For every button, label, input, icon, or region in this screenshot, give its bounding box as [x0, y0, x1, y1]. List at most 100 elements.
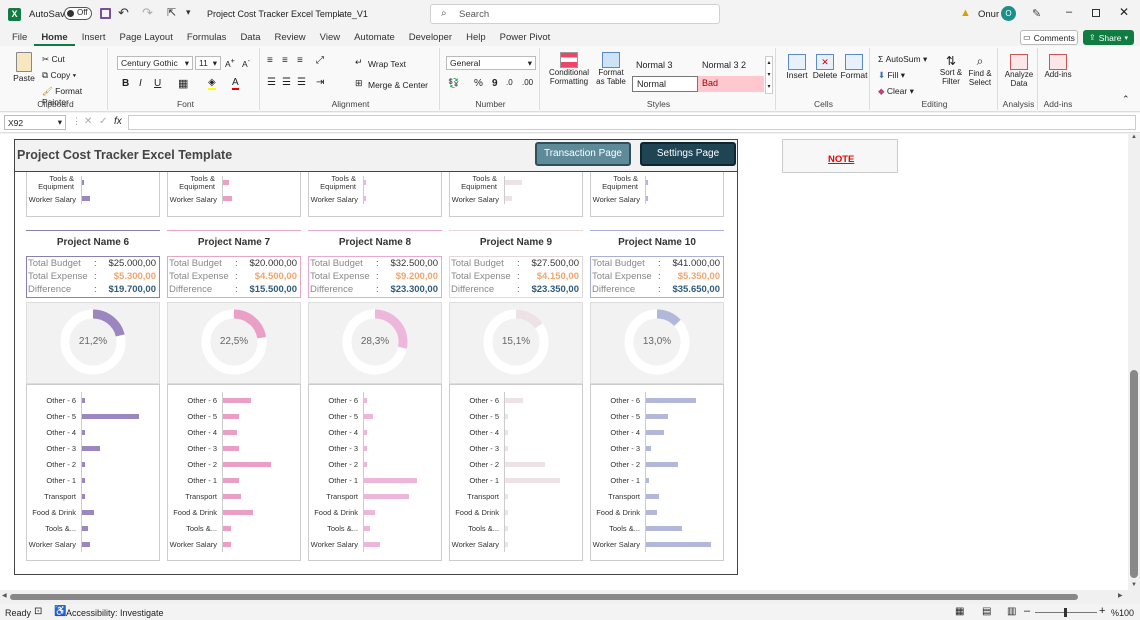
worksheet[interactable]: Project Cost Tracker Excel Template Tran… — [0, 134, 1128, 590]
bold-button[interactable]: B — [122, 78, 130, 89]
scroll-down-icon[interactable]: ▼ — [1131, 582, 1137, 588]
collapse-ribbon-icon[interactable]: ⌃ — [1122, 94, 1130, 104]
align-top-icon[interactable]: ≡ — [267, 55, 273, 66]
vertical-scroll-thumb[interactable] — [1130, 370, 1138, 578]
settings-page-button[interactable]: Settings Page — [640, 142, 736, 166]
page-layout-view-icon[interactable]: ▤ — [982, 606, 992, 617]
merge-center-button[interactable]: Merge & Center — [368, 80, 428, 90]
analyze-data-button[interactable]: Analyze Data — [1002, 54, 1036, 88]
style-normal-3-2[interactable]: Normal 3 2 — [702, 60, 747, 70]
macro-icon[interactable]: ⊡ — [34, 606, 43, 617]
pen-icon[interactable]: ✎ — [1032, 8, 1042, 20]
save-icon[interactable] — [100, 8, 111, 19]
shrink-font-icon[interactable]: A- — [242, 57, 251, 69]
delete-cells-button[interactable]: ✕ Delete — [812, 54, 838, 80]
formula-input[interactable] — [128, 115, 1136, 130]
close-icon[interactable]: ✕ — [1119, 5, 1130, 19]
tab-automate[interactable]: Automate — [354, 32, 395, 43]
page-break-view-icon[interactable]: ▥ — [1007, 606, 1017, 617]
customize-qat-icon[interactable]: ▾ — [186, 7, 191, 17]
cancel-icon[interactable]: ✕ — [84, 116, 93, 127]
maximize-icon[interactable] — [1092, 9, 1100, 17]
redo-icon[interactable]: ↷ — [142, 5, 153, 20]
find-select-button[interactable]: ⌕ Find & Select — [966, 54, 994, 87]
align-bottom-icon[interactable]: ≡ — [297, 55, 303, 66]
cut-button[interactable]: ✂ Cut — [42, 54, 65, 64]
avatar[interactable]: O — [1001, 6, 1016, 21]
zoom-slider[interactable] — [1035, 608, 1097, 617]
fill-color-icon[interactable]: ◈ — [208, 77, 216, 90]
zoom-level[interactable]: %100 — [1111, 608, 1135, 618]
font-name-select[interactable]: Century Gothic ▾ — [117, 56, 193, 70]
underline-button[interactable]: U — [154, 78, 162, 89]
scroll-left-icon[interactable]: ◀ — [2, 593, 7, 599]
insert-function-icon[interactable]: fx — [114, 116, 122, 127]
increase-decimal-icon[interactable]: .0 — [506, 78, 513, 87]
tab-review[interactable]: Review — [274, 32, 306, 43]
tab-help[interactable]: Help — [466, 32, 486, 43]
horizontal-scroll-thumb[interactable] — [10, 594, 1078, 600]
scroll-right-icon[interactable]: ▶ — [1118, 593, 1123, 599]
clear-button[interactable]: ◆ Clear ▾ — [878, 86, 914, 96]
insert-cells-button[interactable]: Insert — [784, 54, 810, 80]
vertical-scrollbar[interactable]: ▲ ▼ — [1128, 134, 1140, 590]
align-right-icon[interactable]: ☰ — [297, 77, 306, 88]
tab-page-layout[interactable]: Page Layout — [119, 32, 173, 43]
tab-power-pivot[interactable]: Power Pivot — [499, 32, 551, 43]
tab-insert[interactable]: Insert — [81, 32, 106, 43]
enter-icon[interactable]: ✓ — [99, 116, 108, 127]
note-label[interactable]: NOTE — [828, 154, 855, 165]
pointer-icon[interactable]: ⇱ — [167, 7, 177, 19]
zoom-out-icon[interactable]: – — [1024, 605, 1031, 617]
decrease-decimal-icon[interactable]: .00 — [522, 78, 534, 87]
horizontal-scrollbar[interactable]: ◀ ▶ — [0, 590, 1140, 604]
paste-button[interactable]: Paste — [12, 52, 36, 94]
normal-view-icon[interactable]: ▦ — [955, 606, 965, 617]
format-cells-button[interactable]: Format — [840, 54, 868, 80]
undo-icon[interactable]: ↶ — [118, 5, 129, 20]
search-box[interactable]: ⌕ Search — [430, 4, 720, 24]
align-left-icon[interactable]: ☰ — [267, 77, 276, 88]
tab-view[interactable]: View — [319, 32, 341, 43]
format-painter-button[interactable]: 🖌 Format Painter — [42, 86, 83, 107]
transaction-page-button[interactable]: Transaction Page — [535, 142, 631, 166]
style-normal-3[interactable]: Normal 3 — [636, 60, 673, 70]
grow-font-icon[interactable]: A+ — [225, 57, 235, 69]
zoom-slider-thumb[interactable] — [1064, 608, 1067, 617]
tab-data[interactable]: Data — [240, 32, 261, 43]
conditional-formatting-button[interactable]: Conditional Formatting — [546, 52, 592, 86]
share-button[interactable]: ⇪ Share ▾ — [1083, 30, 1134, 45]
indent-icon[interactable]: ⇥ — [316, 77, 325, 88]
font-size-select[interactable]: 11 ▾ — [195, 56, 221, 70]
styles-scroll[interactable]: ▴ ▾ ▾ — [765, 56, 773, 94]
tab-developer[interactable]: Developer — [408, 32, 453, 43]
zoom-in-icon[interactable]: + — [1099, 605, 1106, 617]
warning-icon[interactable]: ▲ — [960, 7, 971, 19]
tab-file[interactable]: File — [12, 32, 28, 43]
borders-icon[interactable]: ▦ — [178, 78, 189, 90]
italic-button[interactable]: I — [139, 78, 142, 89]
font-color-icon[interactable]: A — [232, 77, 239, 90]
format-as-table-button[interactable]: Format as Table — [594, 52, 628, 86]
title-dropdown-icon[interactable]: ⌄ — [336, 8, 344, 18]
fill-button[interactable]: ⬇ Fill ▾ — [878, 70, 905, 80]
comma-button[interactable]: 9 — [492, 78, 498, 89]
align-center-icon[interactable]: ☰ — [282, 77, 291, 88]
style-normal[interactable]: Normal — [632, 76, 698, 92]
copy-button[interactable]: ⧉ Copy ▾ — [42, 70, 77, 80]
autosave-toggle[interactable]: Off — [64, 7, 92, 20]
orientation-icon[interactable]: ⤢ — [316, 55, 324, 66]
document-title[interactable]: Project Cost Tracker Excel Template_V1 — [207, 9, 368, 19]
minimize-icon[interactable]: – — [1066, 6, 1073, 18]
addins-button[interactable]: Add-ins — [1042, 54, 1074, 79]
tab-home[interactable]: Home — [34, 30, 75, 46]
tab-formulas[interactable]: Formulas — [186, 32, 227, 43]
scroll-up-icon[interactable]: ▲ — [1131, 134, 1137, 140]
currency-icon[interactable]: 💱 — [448, 78, 460, 88]
number-format-select[interactable]: General ▾ — [446, 56, 536, 70]
style-bad[interactable]: Bad — [698, 76, 764, 92]
accessibility-status[interactable]: Accessibility: Investigate — [66, 608, 164, 618]
align-middle-icon[interactable]: ≡ — [282, 55, 288, 66]
name-box[interactable]: X92 ▾ — [4, 115, 66, 130]
sort-filter-button[interactable]: ⇅ Sort & Filter — [939, 54, 963, 86]
